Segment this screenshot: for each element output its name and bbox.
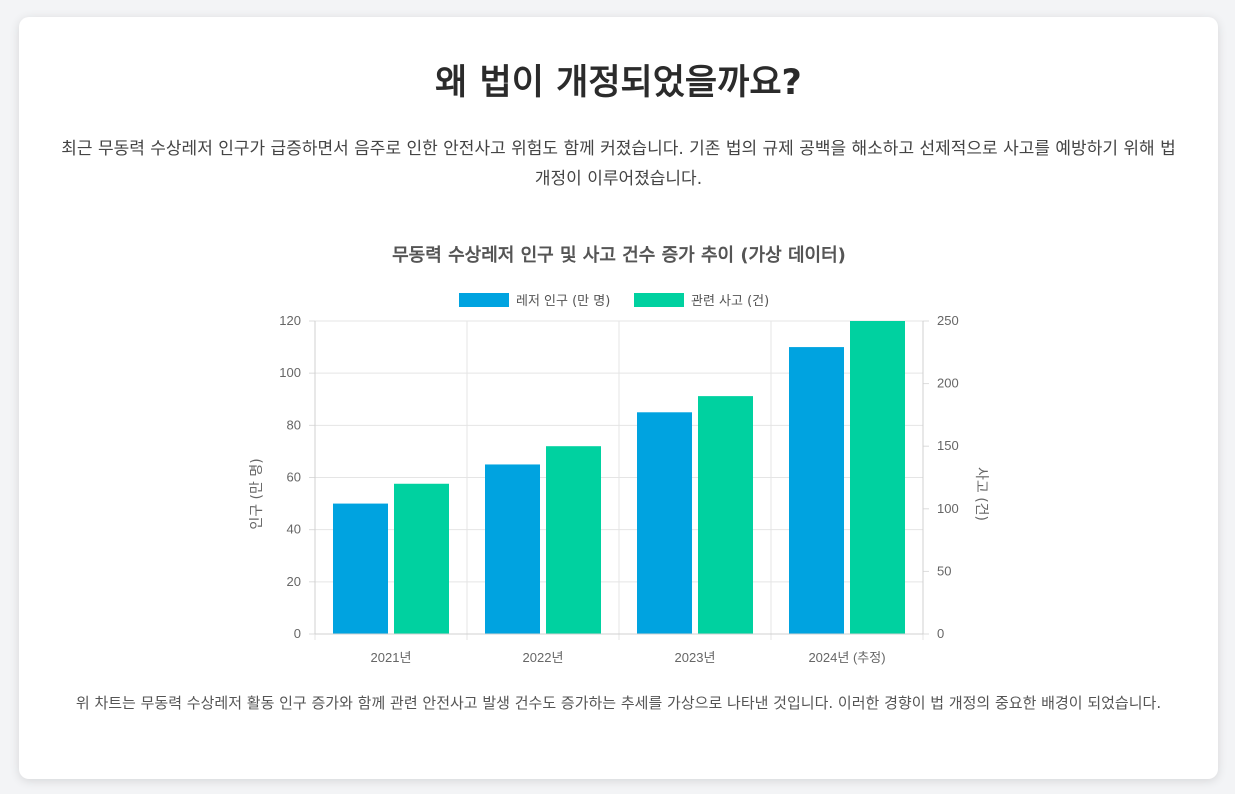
y-left-tick-label: 40 xyxy=(287,522,301,537)
population-accident-chart: 무동력 수상레저 인구 및 사고 건수 증가 추이 (가상 데이터) 레저 인구… xyxy=(249,245,989,665)
y-left-tick-label: 120 xyxy=(279,313,301,328)
bar-accidents xyxy=(850,321,905,634)
x-tick-label: 2021년 xyxy=(371,650,412,665)
bar-population xyxy=(789,347,844,634)
legend-label: 레저 인구 (만 명) xyxy=(516,294,610,309)
y-left-tick-label: 60 xyxy=(287,470,301,485)
chart-axes: 0 20 40 60 80 100 120 0 50 100 150 200 250 2021년 2022년… xyxy=(279,313,958,665)
bar-population xyxy=(485,464,540,634)
bar-accidents xyxy=(546,446,601,634)
y-right-tick-label: 250 xyxy=(937,313,959,328)
chart-title: 무동력 수상레저 인구 및 사고 건수 증가 추이 (가상 데이터) xyxy=(392,245,846,266)
y-right-tick-label: 150 xyxy=(937,438,959,453)
content-card: 왜 법이 개정되었을까요? 최근 무동력 수상레저 인구가 급증하면서 음주로 … xyxy=(19,17,1218,779)
legend-label: 관련 사고 (건) xyxy=(691,294,769,309)
chart-caption: 위 차트는 무동력 수상레저 활동 인구 증가와 함께 관련 안전사고 발생 건… xyxy=(75,694,1162,712)
y-left-tick-label: 80 xyxy=(287,417,301,432)
legend-swatch xyxy=(459,293,509,307)
page-title: 왜 법이 개정되었을까요? xyxy=(435,63,802,103)
y-right-tick-label: 50 xyxy=(937,563,951,578)
bar-population xyxy=(333,503,388,634)
bar-accidents xyxy=(394,483,449,634)
y-right-tick-label: 200 xyxy=(937,376,959,391)
y-left-tick-label: 0 xyxy=(294,626,301,641)
intro-paragraph: 최근 무동력 수상레저 인구가 급증하면서 음주로 인한 안전사고 위험도 함께… xyxy=(61,139,1176,189)
legend-swatch xyxy=(634,293,684,307)
y-left-tick-label: 100 xyxy=(279,365,301,380)
bar-accidents xyxy=(698,396,753,634)
x-tick-label: 2024년 (추정) xyxy=(808,650,885,665)
y-axis-right-label: 사고 (건) xyxy=(973,467,989,521)
y-right-tick-label: 100 xyxy=(937,501,959,516)
x-tick-label: 2023년 xyxy=(675,650,716,665)
y-axis-left-label: 인구 (만 명) xyxy=(249,458,265,529)
x-tick-label: 2022년 xyxy=(523,650,564,665)
bar-population xyxy=(637,412,692,634)
y-right-tick-label: 0 xyxy=(937,626,944,641)
y-left-tick-label: 20 xyxy=(287,574,301,589)
chart-legend: 레저 인구 (만 명) 관련 사고 (건) xyxy=(459,293,769,309)
chart-bars xyxy=(333,321,905,634)
